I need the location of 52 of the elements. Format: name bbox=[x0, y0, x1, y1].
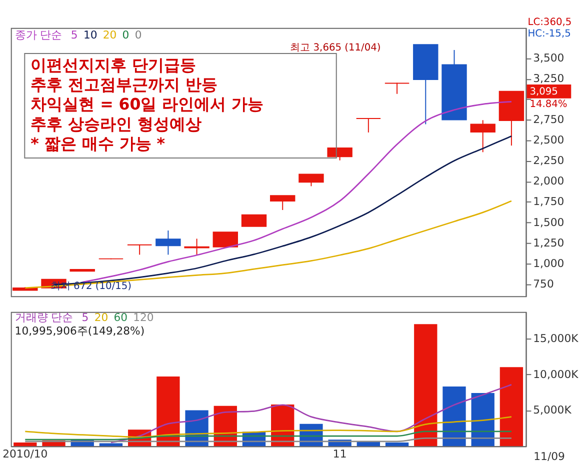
line-series bbox=[110, 384, 512, 444]
legend-label: 0 bbox=[134, 28, 142, 42]
line-series bbox=[24, 416, 512, 438]
annotation: 최저 672 (10/15) bbox=[50, 281, 132, 292]
text: 14.84% bbox=[530, 99, 568, 110]
text: 3,095 bbox=[530, 86, 558, 98]
bar bbox=[442, 386, 466, 446]
y-tick-label: 750 bbox=[533, 277, 554, 290]
y-tick-label: 15,000K bbox=[533, 332, 580, 345]
line-series bbox=[24, 430, 512, 440]
bar bbox=[99, 443, 123, 446]
text: HC:-15,5 bbox=[528, 28, 571, 40]
text: 11/09 bbox=[534, 450, 566, 463]
x-tick-label: 2010/10 bbox=[2, 447, 48, 460]
y-tick-label: 1,500 bbox=[533, 216, 564, 229]
y-tick-label: 5,000K bbox=[533, 404, 572, 417]
bar bbox=[471, 392, 494, 446]
text: 10 bbox=[83, 28, 98, 42]
candlestick bbox=[126, 244, 152, 256]
bar bbox=[156, 376, 180, 446]
candlestick bbox=[384, 82, 410, 94]
text: 20 bbox=[94, 310, 108, 324]
y-tick-label: 1,250 bbox=[533, 236, 564, 250]
y-tick-label: 3,250 bbox=[533, 72, 564, 86]
y-tick-label: 3,500 bbox=[533, 52, 564, 65]
annotation: 10,995,906주(149,28%) bbox=[14, 324, 145, 338]
bar bbox=[500, 367, 524, 446]
y-tick-label: 2,250 bbox=[533, 154, 564, 168]
y-tick-label: 2,000 bbox=[533, 174, 564, 188]
bar bbox=[385, 442, 409, 446]
line-series bbox=[24, 200, 512, 289]
annotation: 이편선지지후 단기급등 추후 전고점부근까지 반등 차익실현 = 60일 라인에서 가능 추후 상승라인 형성예상 * 짧은 매수 가능 * bbox=[30, 55, 264, 154]
y-tick-label: 10,000K bbox=[533, 368, 580, 381]
y-tick-label: 1,750 bbox=[533, 195, 564, 208]
bar bbox=[356, 442, 380, 446]
legend-label: 0 bbox=[122, 28, 130, 42]
legend-title: 거래량 단순 bbox=[14, 310, 74, 324]
y-tick-label: 1,000 bbox=[533, 256, 564, 270]
text: 120 bbox=[133, 310, 154, 324]
text: 5 bbox=[70, 28, 78, 42]
candlestick bbox=[356, 118, 382, 133]
text: LC:360,5 bbox=[528, 16, 572, 28]
x-tick-label: 11 bbox=[332, 447, 347, 460]
bar bbox=[414, 324, 438, 446]
y-tick-label: 2,750 bbox=[533, 113, 564, 126]
text: 60 bbox=[114, 310, 128, 324]
y-tick-label: 2,500 bbox=[533, 134, 564, 147]
bar bbox=[14, 442, 37, 446]
text: 5 bbox=[82, 310, 89, 324]
annotation: 최고 3,665 (11/04) bbox=[290, 42, 381, 54]
legend-title: 종가 단순 bbox=[14, 28, 62, 42]
text: 20 bbox=[102, 28, 117, 42]
